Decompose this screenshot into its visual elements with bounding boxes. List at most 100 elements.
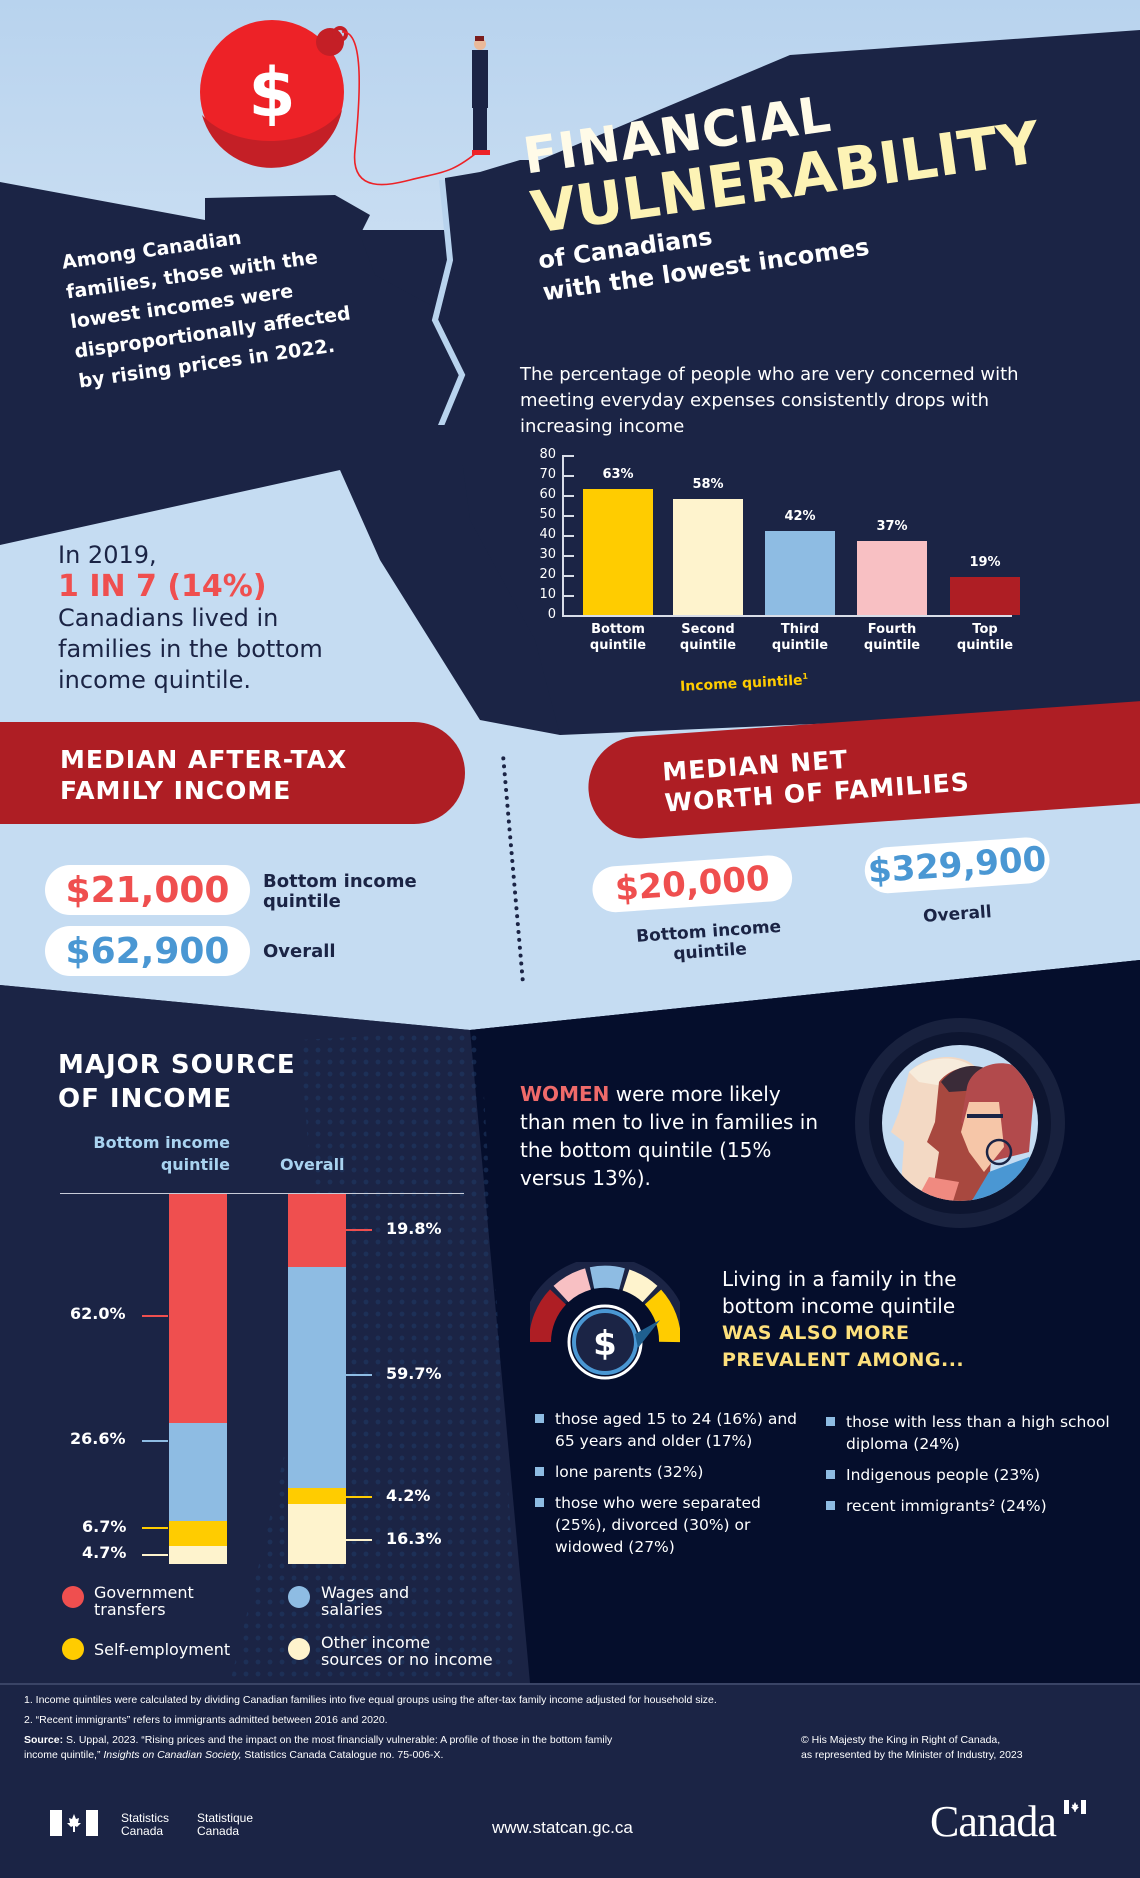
prevalent-strong: WAS ALSO MORE bbox=[722, 1322, 910, 1344]
prevalent-heading: Living in a family in the bottom income … bbox=[722, 1266, 1022, 1374]
wrecking-ball-illustration: $ bbox=[200, 20, 490, 186]
women-portrait bbox=[855, 1018, 1065, 1228]
y-tick: 70 bbox=[539, 467, 556, 482]
median-income-bottom-label: Bottom income quintile bbox=[263, 872, 417, 912]
list-item-text: Indigenous people (23%) bbox=[846, 1466, 1041, 1484]
leader-line bbox=[346, 1374, 372, 1376]
x-axis-title-text: Income quintile bbox=[679, 672, 803, 695]
heading-line: MEDIAN AFTER-TAX bbox=[60, 745, 348, 774]
y-tick: 0 bbox=[547, 607, 556, 622]
y-tick-mark bbox=[564, 595, 574, 597]
footnote-1: 1. Income quintiles were calculated by d… bbox=[24, 1694, 717, 1706]
bullet-icon bbox=[826, 1470, 835, 1479]
copyright-line: as represented by the Minister of Indust… bbox=[801, 1749, 1023, 1761]
stack-baseline bbox=[60, 1193, 464, 1194]
y-tick: 60 bbox=[539, 487, 556, 502]
y-tick-mark bbox=[564, 455, 574, 457]
stat-line: income quintile. bbox=[58, 666, 251, 694]
segment-government-transfers bbox=[169, 1194, 227, 1423]
dollar-icon: $ bbox=[248, 54, 295, 133]
source-citation: Source: S. Uppal, 2023. “Rising prices a… bbox=[24, 1733, 624, 1763]
list-item: lone parents (32%) bbox=[535, 1461, 805, 1483]
pct-label: 4.7% bbox=[82, 1543, 127, 1562]
segment-wages-salaries bbox=[288, 1267, 346, 1488]
stacked-bar-bottom-quintile bbox=[169, 1194, 227, 1564]
title-line: OF INCOME bbox=[58, 1084, 233, 1114]
leader-line bbox=[142, 1440, 168, 1442]
prevalent-list-left: those aged 15 to 24 (16%) and 65 years a… bbox=[535, 1408, 805, 1567]
segment-other-income bbox=[288, 1504, 346, 1564]
bullet-icon bbox=[826, 1501, 835, 1510]
category-label: Second quintile bbox=[679, 622, 737, 653]
chart-description: The percentage of people who are very co… bbox=[520, 364, 1019, 437]
legend-line: Other income bbox=[321, 1633, 431, 1652]
header-line: Bottom income bbox=[93, 1133, 230, 1152]
women-highlight: WOMEN bbox=[520, 1082, 610, 1106]
footnote-2: 2. “Recent immigrants” refers to immigra… bbox=[24, 1714, 388, 1726]
y-axis bbox=[562, 455, 564, 615]
median-income-bottom-value: $21,000 bbox=[45, 865, 250, 915]
y-tick: 40 bbox=[539, 527, 556, 542]
bullet-icon bbox=[535, 1467, 544, 1476]
bar bbox=[857, 541, 927, 615]
bar bbox=[765, 531, 835, 615]
statcan-en[interactable]: Statistics Canada bbox=[121, 1812, 169, 1838]
pct-label: 16.3% bbox=[386, 1529, 442, 1548]
copyright: © His Majesty the King in Right of Canad… bbox=[801, 1733, 1121, 1763]
wordmark-flag-icon bbox=[1064, 1800, 1086, 1814]
bar-value-label: 58% bbox=[692, 477, 724, 492]
pct-label: 59.7% bbox=[386, 1364, 442, 1383]
x-axis bbox=[562, 615, 1012, 617]
legend-line: salaries bbox=[321, 1600, 383, 1619]
segment-self-employment bbox=[169, 1521, 227, 1546]
stat-line: families in the bottom bbox=[58, 635, 323, 663]
x-axis-title: Income quintile1 bbox=[680, 672, 809, 695]
prevalent-strong: PREVALENT AMONG... bbox=[722, 1349, 965, 1371]
concern-bar-chart: 0 10 20 30 40 50 60 70 80 Income quintil… bbox=[520, 448, 1040, 695]
legend-dot-self-employment bbox=[62, 1638, 84, 1660]
y-tick: 20 bbox=[539, 567, 556, 582]
leader-line bbox=[346, 1229, 372, 1231]
legend-wages-salaries: Wages and salaries bbox=[321, 1584, 409, 1618]
leader-line bbox=[142, 1315, 168, 1317]
header-line: quintile bbox=[160, 1155, 230, 1174]
list-item-text: those who were separated (25%), divorced… bbox=[555, 1494, 761, 1556]
legend-line: sources or no income bbox=[321, 1650, 493, 1669]
website-link[interactable]: www.statcan.gc.ca bbox=[492, 1818, 633, 1837]
major-source-title: MAJOR SOURCE OF INCOME bbox=[58, 1048, 296, 1116]
footer-divider bbox=[0, 1683, 1140, 1685]
stat-highlight: 1 IN 7 (14%) bbox=[58, 569, 267, 604]
title-line: MAJOR SOURCE bbox=[58, 1050, 296, 1080]
median-income-heading: MEDIAN AFTER-TAX FAMILY INCOME bbox=[60, 744, 347, 806]
category-label: Fourth quintile bbox=[863, 622, 921, 653]
list-item: those aged 15 to 24 (16%) and 65 years a… bbox=[535, 1408, 805, 1452]
label-line: Bottom income bbox=[263, 871, 417, 892]
statcan-en-line: Statistics bbox=[121, 1811, 170, 1825]
list-item-text: lone parents (32%) bbox=[555, 1463, 704, 1481]
bar-value-label: 42% bbox=[784, 509, 816, 524]
y-tick: 50 bbox=[539, 507, 556, 522]
y-tick-mark bbox=[564, 475, 574, 477]
statcan-en-line: Canada bbox=[121, 1824, 164, 1838]
copyright-line: © His Majesty the King in Right of Canad… bbox=[801, 1734, 1001, 1746]
pct-label: 62.0% bbox=[70, 1304, 126, 1323]
category-label: Top quintile bbox=[956, 622, 1014, 653]
y-tick: 80 bbox=[539, 447, 556, 462]
bullet-icon bbox=[535, 1414, 544, 1423]
list-item: those with less than a high school diplo… bbox=[826, 1411, 1116, 1455]
pct-label: 19.8% bbox=[386, 1219, 442, 1238]
legend-other-income: Other income sources or no income bbox=[321, 1634, 493, 1668]
legend-line: Wages and bbox=[321, 1583, 410, 1602]
y-tick-mark bbox=[564, 555, 574, 557]
y-tick: 10 bbox=[539, 587, 556, 602]
statcan-fr[interactable]: Statistique Canada bbox=[197, 1812, 253, 1838]
canada-flag-icon[interactable] bbox=[50, 1810, 98, 1836]
stat-lead: In 2019, bbox=[58, 541, 157, 569]
gauge-icon: $ bbox=[530, 1262, 680, 1380]
stat-2019: In 2019, 1 IN 7 (14%) Canadians lived in… bbox=[58, 540, 438, 696]
bar-value-label: 63% bbox=[602, 467, 634, 482]
stacked-bar-overall bbox=[288, 1194, 346, 1564]
pct-label: 26.6% bbox=[70, 1429, 126, 1448]
segment-government-transfers bbox=[288, 1194, 346, 1267]
segment-self-employment bbox=[288, 1488, 346, 1504]
